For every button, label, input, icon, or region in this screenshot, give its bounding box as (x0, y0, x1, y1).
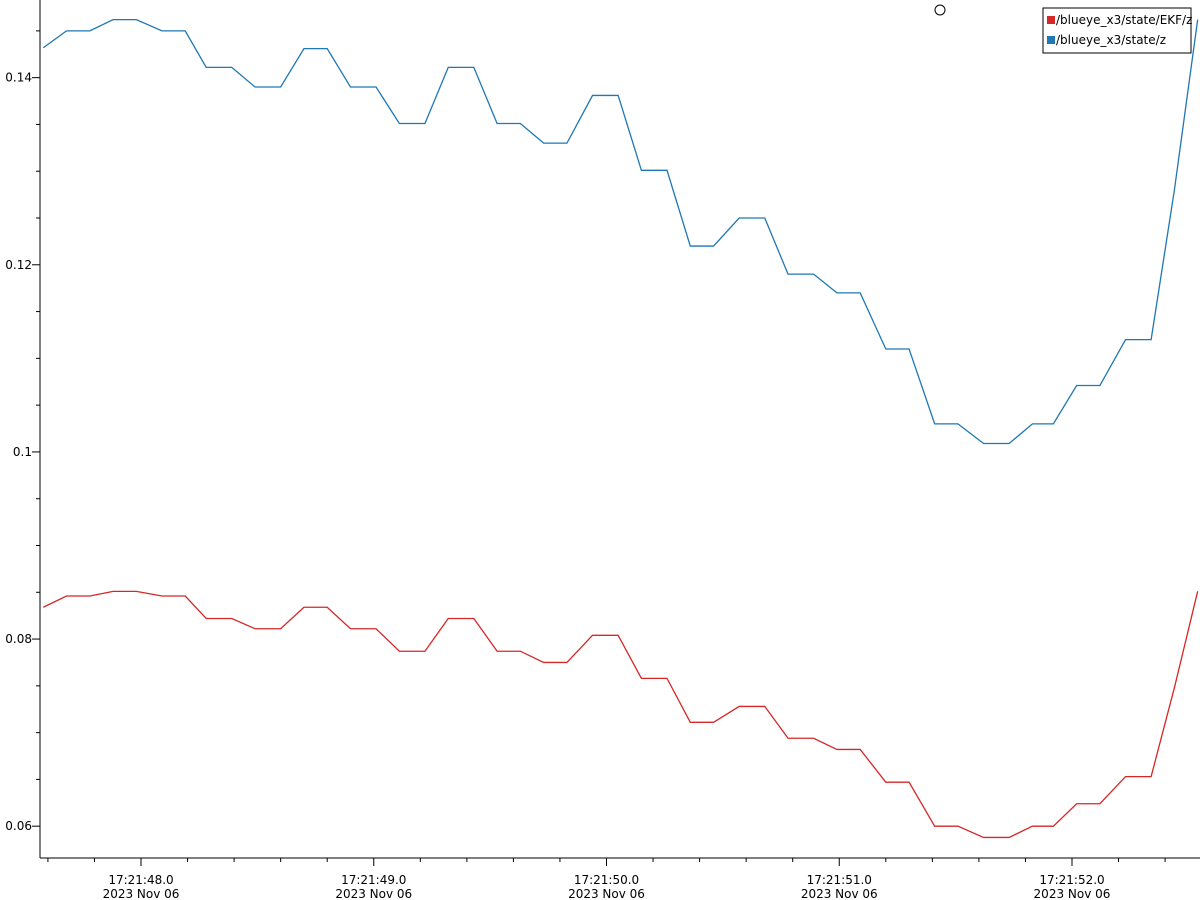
y-tick-label: 0.08 (5, 632, 32, 646)
y-tick-label: 0.1 (13, 445, 32, 459)
legend-swatch (1047, 16, 1055, 24)
y-tick-label: 0.14 (5, 71, 32, 85)
x-tick-label: 17:21:51.0 (807, 873, 872, 887)
y-tick-label: 0.12 (5, 258, 32, 272)
legend-label: /blueye_x3/state/z (1056, 33, 1166, 47)
legend-box (1042, 7, 1192, 54)
x-tick-label: 17:21:52.0 (1039, 873, 1104, 887)
x-tick-label: 2023 Nov 06 (568, 887, 645, 900)
legend-label: /blueye_x3/state/EKF/z (1056, 13, 1192, 27)
x-tick-label: 2023 Nov 06 (335, 887, 412, 900)
x-tick-label: 17:21:49.0 (341, 873, 406, 887)
x-tick-label: 2023 Nov 06 (1034, 887, 1111, 900)
x-tick-label: 17:21:50.0 (574, 873, 639, 887)
legend-swatch (1047, 36, 1055, 44)
x-tick-label: 2023 Nov 06 (801, 887, 878, 900)
series-line (42, 19, 1199, 445)
series-line (42, 590, 1199, 839)
x-tick-label: 17:21:48.0 (108, 873, 173, 887)
y-tick-label: 0.06 (5, 819, 32, 833)
x-tick-label: 2023 Nov 06 (103, 887, 180, 900)
cursor-marker (934, 4, 946, 16)
